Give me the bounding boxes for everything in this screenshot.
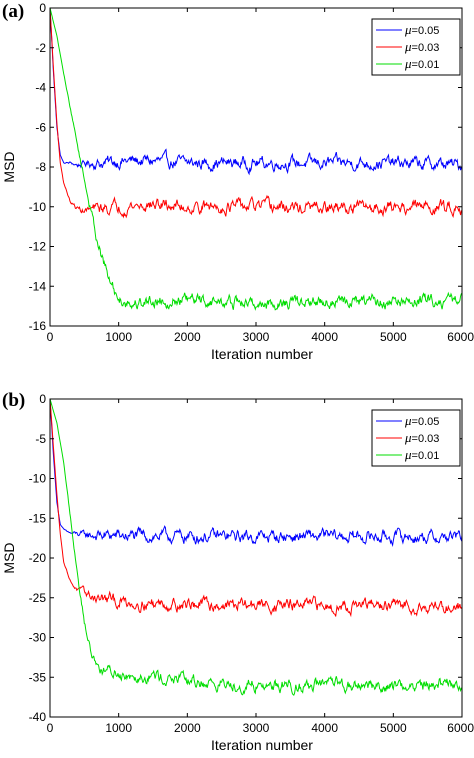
x-tick-label: 1000 (105, 721, 132, 735)
x-axis-title: Iteration number (211, 346, 313, 362)
panel-label: (b) (2, 390, 25, 411)
y-tick-label: -12 (29, 240, 47, 254)
x-tick-label: 3000 (243, 721, 270, 735)
y-tick-label: -20 (29, 551, 47, 565)
x-tick-label: 3000 (243, 330, 270, 344)
x-tick-label: 1000 (105, 330, 132, 344)
y-tick-label: -8 (35, 160, 46, 174)
x-tick-label: 6000 (447, 330, 474, 344)
legend-entry: μ=0.03 (404, 430, 439, 445)
y-tick-label: -35 (29, 670, 47, 684)
legend-mu-symbol: μ (404, 56, 412, 71)
legend-entry: μ=0.01 (404, 56, 439, 71)
legend-mu-value: =0.03 (412, 42, 440, 54)
y-tick-label: -15 (29, 511, 47, 525)
x-tick-label: 4000 (311, 721, 338, 735)
chart-panel-2: (b) 0 1000 2000 3000 4000 5000 6000 0 -5 -10 -15 -20… (1, 390, 474, 753)
legend: μ=0.05μ=0.03μ=0.01 (371, 18, 461, 76)
series-line-005 (49, 398, 463, 547)
legend: μ=0.05μ=0.03μ=0.01 (371, 409, 461, 467)
chart-panel-1: (a) 0 1000 2000 3000 4000 5000 6000 0 -2 -4 -6 -8 -10… (1, 1, 474, 362)
series-line-001 (49, 7, 463, 311)
legend-entry: μ=0.03 (404, 39, 439, 54)
y-tick-label: 0 (39, 1, 46, 15)
y-tick-label: -10 (29, 200, 47, 214)
x-tick-label: 0 (47, 721, 54, 735)
x-tick-label: 2000 (174, 330, 201, 344)
x-tick-label: 4000 (311, 330, 338, 344)
legend-mu-symbol: μ (404, 447, 412, 462)
y-tick-label: -2 (35, 41, 46, 55)
y-tick-label: -30 (29, 631, 47, 645)
legend-entry: μ=0.01 (404, 447, 439, 462)
y-tick-label: -5 (35, 432, 46, 446)
legend-box (371, 409, 461, 467)
legend-mu-value: =0.03 (412, 433, 440, 445)
y-tick-label: -10 (29, 472, 47, 486)
y-tick-label: -14 (29, 279, 47, 293)
x-tick-label: 0 (47, 330, 54, 344)
legend-mu-symbol: μ (404, 430, 412, 445)
legend-mu-value: =0.01 (412, 450, 440, 462)
x-tick-label: 5000 (380, 721, 407, 735)
y-tick-label: 0 (39, 392, 46, 406)
series-line-003 (49, 7, 463, 219)
y-axis-title: MSD (1, 151, 17, 182)
x-axis-title: Iteration number (211, 737, 313, 753)
x-tick-label: 2000 (174, 721, 201, 735)
series-line-005 (49, 7, 463, 176)
series-line-001 (49, 398, 463, 696)
series-line-003 (49, 398, 463, 618)
y-tick-label: -4 (35, 81, 46, 95)
y-tick-label: -16 (29, 319, 47, 333)
y-tick-label: -25 (29, 591, 47, 605)
legend-entry: μ=0.05 (404, 413, 439, 428)
legend-mu-value: =0.05 (412, 416, 440, 428)
x-tick-label: 5000 (380, 330, 407, 344)
y-tick-label: -6 (35, 120, 46, 134)
legend-mu-symbol: μ (404, 22, 412, 37)
legend-entry: μ=0.05 (404, 22, 439, 37)
panel-label: (a) (2, 1, 24, 22)
legend-mu-value: =0.01 (412, 59, 440, 71)
y-axis-title: MSD (1, 542, 17, 573)
legend-mu-value: =0.05 (412, 25, 440, 37)
x-tick-label: 6000 (447, 721, 474, 735)
legend-mu-symbol: μ (404, 39, 412, 54)
y-tick-label: -40 (29, 710, 47, 724)
legend-mu-symbol: μ (404, 413, 412, 428)
